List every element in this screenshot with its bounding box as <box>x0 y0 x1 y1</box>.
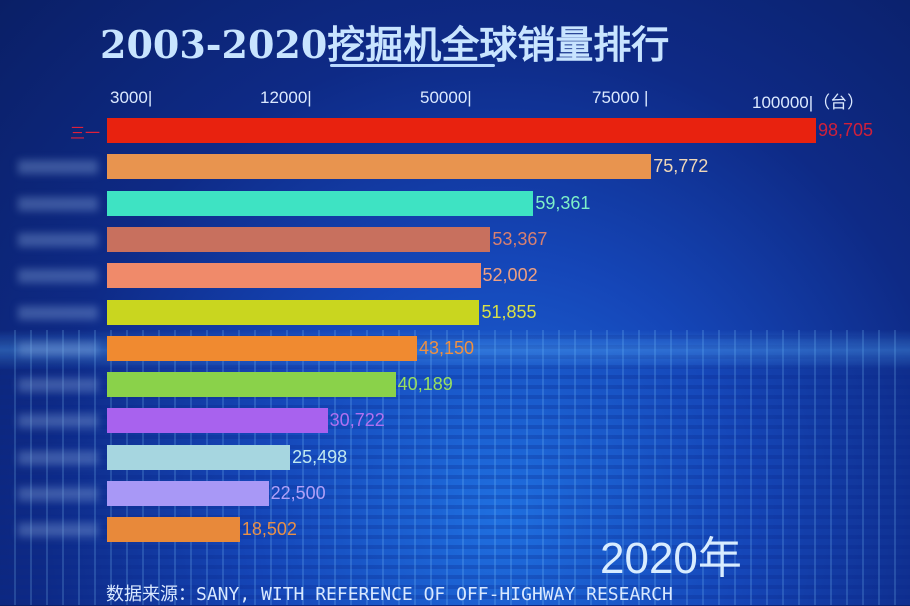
chart-title: 2003-2020挖掘机全球销量排行 <box>100 22 670 67</box>
bar <box>107 372 396 398</box>
value-label: 22,500 <box>270 483 326 503</box>
blurred-category-label <box>18 450 98 465</box>
blurred-category-label <box>18 305 98 320</box>
blurred-category-label <box>18 160 98 175</box>
data-source: 数据来源：SANY, WITH REFERENCE OF OFF-HIGHWAY… <box>106 584 673 605</box>
blurred-category-label <box>18 196 98 211</box>
value-label: 52,002 <box>482 265 538 286</box>
value-label: 18,502 <box>241 519 297 540</box>
value-label: 98,705 <box>818 120 874 140</box>
value-label: 25,498 <box>292 446 348 467</box>
bar <box>107 481 269 506</box>
blurred-category-label <box>18 269 98 284</box>
value-label: 40,189 <box>397 374 453 395</box>
value-label: 53,367 <box>492 228 548 249</box>
bar <box>107 335 417 361</box>
blurred-category-label <box>18 341 98 356</box>
bar <box>107 118 816 143</box>
blurred-category-label <box>18 378 98 393</box>
bar-row: 59,361 <box>0 190 910 217</box>
bar-row: 52,002 <box>0 263 910 289</box>
value-label: 59,361 <box>535 192 591 213</box>
value-label: 30,722 <box>329 410 385 431</box>
bar-row: 25,498 <box>0 444 910 471</box>
bar <box>107 226 491 252</box>
x-tick-label: 12000| <box>260 88 312 107</box>
bar-row: 30,722 <box>0 408 910 434</box>
bar <box>107 517 240 543</box>
year-label: 2020年 <box>600 534 742 583</box>
blurred-category-label <box>18 414 98 429</box>
x-tick-label: 75000 | <box>592 88 649 107</box>
bar-row: 18,502 <box>0 517 910 543</box>
bar-row: 51,855 <box>0 299 910 326</box>
value-label: 75,772 <box>653 156 709 177</box>
bar-row: 40,189 <box>0 372 910 398</box>
value-label: 51,855 <box>481 301 537 322</box>
bar <box>107 263 481 289</box>
blurred-category-label <box>18 487 98 501</box>
value-label: 43,150 <box>418 337 474 358</box>
bar-row: 75,772 <box>0 154 910 180</box>
x-tick-label: 3000| <box>110 88 153 107</box>
title-underline <box>330 64 495 67</box>
bar <box>107 190 534 216</box>
x-tick-label: 50000| <box>420 88 472 107</box>
bar-row: 43,150 <box>0 335 910 362</box>
blurred-category-label <box>18 232 98 247</box>
blurred-category-label <box>18 523 98 538</box>
bar-row: 三一 98,705 <box>0 118 910 144</box>
bar-row: 22,500 <box>0 481 910 507</box>
bar <box>107 444 291 470</box>
bar <box>107 154 652 180</box>
category-label: 三一 <box>69 124 100 142</box>
bar <box>107 408 328 434</box>
bar-row: 53,367 <box>0 226 910 253</box>
x-tick-label: 100000|（台） <box>752 93 865 112</box>
bar <box>107 299 480 325</box>
